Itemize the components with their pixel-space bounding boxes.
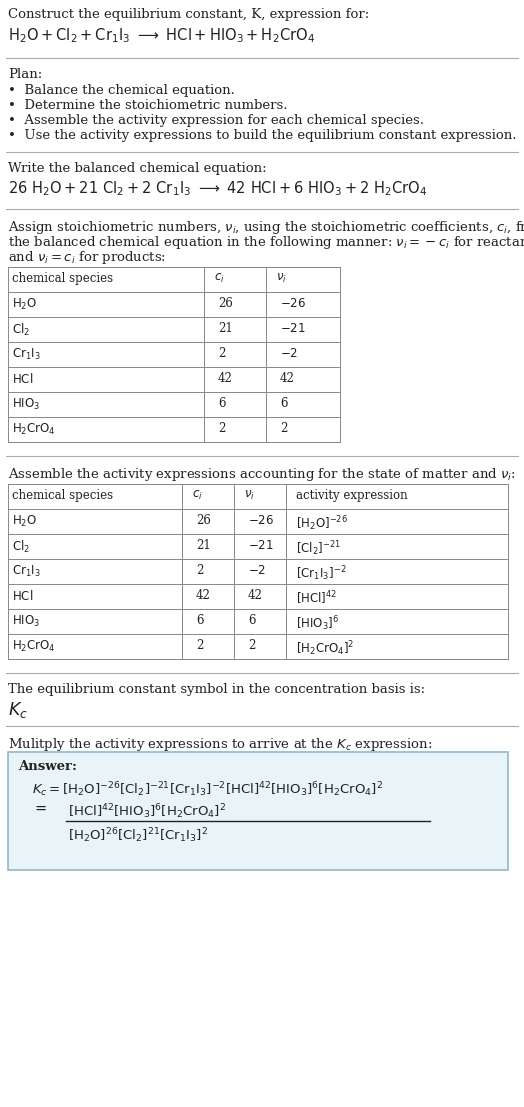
Text: Write the balanced chemical equation:: Write the balanced chemical equation: — [8, 162, 267, 175]
Text: Mulitply the activity expressions to arrive at the $K_c$ expression:: Mulitply the activity expressions to arr… — [8, 736, 432, 753]
Text: $-2$: $-2$ — [280, 346, 298, 360]
Text: $\mathrm{H_2CrO_4}$: $\mathrm{H_2CrO_4}$ — [12, 422, 56, 437]
Text: the balanced chemical equation in the following manner: $\nu_i = -c_i$ for react: the balanced chemical equation in the fo… — [8, 234, 524, 251]
Text: 6: 6 — [218, 397, 225, 410]
Text: chemical species: chemical species — [12, 272, 113, 284]
Text: 2: 2 — [196, 639, 203, 652]
Text: $\mathrm{Cl_2}$: $\mathrm{Cl_2}$ — [12, 539, 30, 555]
Text: 2: 2 — [218, 346, 225, 360]
Text: $-2$: $-2$ — [248, 563, 266, 577]
Text: Construct the equilibrium constant, K, expression for:: Construct the equilibrium constant, K, e… — [8, 8, 369, 21]
Text: $K_c$: $K_c$ — [8, 700, 28, 720]
Text: $c_i$: $c_i$ — [192, 489, 203, 503]
Text: •  Use the activity expressions to build the equilibrium constant expression.: • Use the activity expressions to build … — [8, 130, 517, 142]
Text: $[\mathrm{HCl}]^{42}[\mathrm{HIO_3}]^{6}[\mathrm{H_2CrO_4}]^{2}$: $[\mathrm{HCl}]^{42}[\mathrm{HIO_3}]^{6}… — [68, 801, 226, 820]
Text: 42: 42 — [196, 589, 211, 602]
Text: $\mathrm{HIO_3}$: $\mathrm{HIO_3}$ — [12, 397, 40, 412]
Text: $-21$: $-21$ — [280, 322, 305, 335]
Text: $K_c = [\mathrm{H_2O}]^{-26}[\mathrm{Cl_2}]^{-21}[\mathrm{Cr_1I_3}]^{-2}[\mathrm: $K_c = [\mathrm{H_2O}]^{-26}[\mathrm{Cl_… — [32, 780, 383, 798]
Text: 2: 2 — [196, 563, 203, 577]
Text: •  Determine the stoichiometric numbers.: • Determine the stoichiometric numbers. — [8, 99, 288, 112]
Text: $[\mathrm{H_2CrO_4}]^{2}$: $[\mathrm{H_2CrO_4}]^{2}$ — [296, 639, 354, 658]
FancyBboxPatch shape — [8, 752, 508, 870]
Text: 6: 6 — [196, 614, 203, 627]
Text: 6: 6 — [280, 397, 288, 410]
Text: $[\mathrm{HIO_3}]^{6}$: $[\mathrm{HIO_3}]^{6}$ — [296, 614, 340, 633]
Text: 2: 2 — [248, 639, 255, 652]
Text: $\nu_i$: $\nu_i$ — [276, 272, 287, 286]
Text: 2: 2 — [218, 422, 225, 435]
Text: Answer:: Answer: — [18, 761, 77, 773]
Text: $c_i$: $c_i$ — [214, 272, 225, 286]
Text: 6: 6 — [248, 614, 256, 627]
Text: activity expression: activity expression — [296, 489, 408, 501]
Text: $\mathrm{H_2CrO_4}$: $\mathrm{H_2CrO_4}$ — [12, 639, 56, 654]
Text: $\mathrm{H_2O + Cl_2 + Cr_1I_3\ \longrightarrow\ HCl + HIO_3 + H_2CrO_4}$: $\mathrm{H_2O + Cl_2 + Cr_1I_3\ \longrig… — [8, 25, 315, 44]
Text: $\mathrm{H_2O}$: $\mathrm{H_2O}$ — [12, 514, 37, 529]
Text: $[\mathrm{HCl}]^{42}$: $[\mathrm{HCl}]^{42}$ — [296, 589, 337, 607]
Text: 42: 42 — [280, 372, 295, 385]
Text: $[\mathrm{Cl_2}]^{-21}$: $[\mathrm{Cl_2}]^{-21}$ — [296, 539, 341, 558]
Text: 42: 42 — [218, 372, 233, 385]
Text: $\mathrm{HCl}$: $\mathrm{HCl}$ — [12, 372, 34, 386]
Text: •  Assemble the activity expression for each chemical species.: • Assemble the activity expression for e… — [8, 114, 424, 127]
Text: $[\mathrm{H_2O}]^{-26}$: $[\mathrm{H_2O}]^{-26}$ — [296, 514, 348, 532]
Text: •  Balance the chemical equation.: • Balance the chemical equation. — [8, 84, 235, 97]
Text: $\mathrm{H_2O}$: $\mathrm{H_2O}$ — [12, 297, 37, 312]
Text: $\mathrm{26\ H_2O + 21\ Cl_2 + 2\ Cr_1I_3\ \longrightarrow\ 42\ HCl + 6\ HIO_3 +: $\mathrm{26\ H_2O + 21\ Cl_2 + 2\ Cr_1I_… — [8, 179, 427, 198]
Text: $[\mathrm{H_2O}]^{26}[\mathrm{Cl_2}]^{21}[\mathrm{Cr_1I_3}]^{2}$: $[\mathrm{H_2O}]^{26}[\mathrm{Cl_2}]^{21… — [68, 826, 208, 845]
Text: $[\mathrm{Cr_1I_3}]^{-2}$: $[\mathrm{Cr_1I_3}]^{-2}$ — [296, 563, 346, 582]
Text: $\mathrm{Cr_1I_3}$: $\mathrm{Cr_1I_3}$ — [12, 346, 41, 362]
Text: $\mathrm{Cr_1I_3}$: $\mathrm{Cr_1I_3}$ — [12, 563, 41, 579]
Text: Assign stoichiometric numbers, $\nu_i$, using the stoichiometric coefficients, $: Assign stoichiometric numbers, $\nu_i$, … — [8, 219, 524, 236]
Text: 42: 42 — [248, 589, 263, 602]
Text: $\nu_i$: $\nu_i$ — [244, 489, 255, 503]
Text: 26: 26 — [218, 297, 233, 310]
Text: Plan:: Plan: — [8, 68, 42, 81]
Text: 2: 2 — [280, 422, 287, 435]
Text: $-21$: $-21$ — [248, 539, 274, 552]
Text: $\mathrm{Cl_2}$: $\mathrm{Cl_2}$ — [12, 322, 30, 338]
Text: $-26$: $-26$ — [248, 514, 274, 527]
Text: The equilibrium constant symbol in the concentration basis is:: The equilibrium constant symbol in the c… — [8, 683, 425, 696]
Text: 21: 21 — [196, 539, 211, 552]
Text: 21: 21 — [218, 322, 233, 335]
Text: Assemble the activity expressions accounting for the state of matter and $\nu_i$: Assemble the activity expressions accoun… — [8, 466, 516, 483]
Text: 26: 26 — [196, 514, 211, 527]
Text: $=$: $=$ — [32, 801, 48, 815]
Text: $\mathrm{HCl}$: $\mathrm{HCl}$ — [12, 589, 34, 603]
Text: $\mathrm{HIO_3}$: $\mathrm{HIO_3}$ — [12, 614, 40, 629]
Text: and $\nu_i = c_i$ for products:: and $\nu_i = c_i$ for products: — [8, 249, 166, 266]
Text: $-26$: $-26$ — [280, 297, 306, 310]
Text: chemical species: chemical species — [12, 489, 113, 501]
